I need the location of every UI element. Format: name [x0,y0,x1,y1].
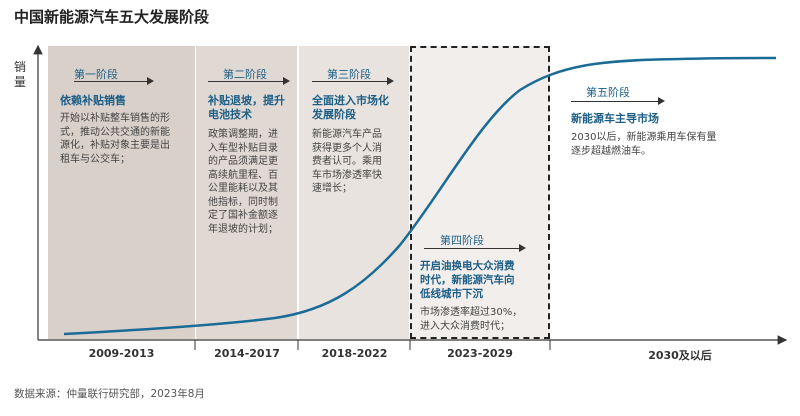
stage-1-description-line: 源化，补贴对象主要是出 [60,140,170,151]
stage-3-description-line: 车市场渗透率快 [312,169,382,181]
stage-3-arrow [312,77,394,85]
stage-1-heading-line: 依赖补贴销售 [60,94,126,107]
stage-1-description-line: 式，推动公共交通的新能 [60,126,170,138]
stage-2-band [196,46,297,339]
stage-5-label: 第五阶段 [586,86,630,99]
stage-1-description-line: 租车与公交车； [60,153,130,165]
stage-1-description: 开始以补贴整车销售的形 式，推动公共交通的新能 源化，补贴对象主要是出 租车与公… [60,112,194,166]
page-title: 中国新能源汽车五大发展阶段 [14,8,210,26]
period-label-1: 2009-2013 [88,347,155,360]
stage-1-band [48,46,195,339]
period-label-3: 2018-2022 [321,347,388,360]
stage-5-description-line: 2030以后，新能源乘用车保有量 [571,132,717,143]
stage-2-description-line: 定了国补金额逐 [208,210,278,221]
stage-3-description-line: 新能源汽车产品 [312,129,382,140]
stage-4-heading-line: 低线城市下沉 [420,288,483,300]
period-label-2: 2014-2017 [214,347,280,360]
stage-5-description-line: 逐步超越燃油车。 [571,145,651,157]
stage-3-heading-line: 全面进入市场化 [312,94,389,107]
stage-2-description-line: 年退坡的计划； [208,223,278,235]
period-label-4: 2023-2029 [447,347,513,360]
stage-2-description-line: 公里能耗以及其 [208,183,278,194]
stage-2-description-line: 的产品须满足更 [208,156,278,167]
stage-5-arrow [571,97,665,105]
stage-3-heading-line: 发展阶段 [312,108,356,121]
stage-2-description-line: 政策调整期，进 [208,129,278,140]
growth-curve [63,56,777,336]
stage-4-band-dashed [410,46,550,339]
stage-4-description-line: 市场渗透率超过30%， [420,307,523,318]
stage-2-description-line: 高续航里程、百 [208,169,278,181]
stage-2-description-line: 他指标，同时制 [208,196,278,208]
stage-4-arrow [424,244,526,252]
y-axis-label: 销量 [14,60,27,89]
stage-2-heading: 补贴退坡，提升 电池技术 [208,94,285,122]
stage-2-arrow [208,77,290,85]
stage-1-heading: 依赖补贴销售 [60,94,126,108]
stage-3-description-line: 获得更多个人消 [312,142,382,154]
stage-2-heading-line: 电池技术 [208,108,252,121]
stage-3-description: 新能源汽车产品 获得更多个人消 费者认可。乘用 车市场渗透率快 速增长； [312,128,408,196]
stage-1-label: 第一阶段 [74,68,118,81]
stage-3-band [299,46,409,339]
stage-2-description: 政策调整期，进 入车型补贴目录 的产品须满足更 高续航里程、百 公里能耗以及其 … [208,128,296,236]
stage-5-heading: 新能源车主导市场 [571,112,659,126]
stage-4-label: 第四阶段 [440,234,484,247]
stage-5-heading-line: 新能源车主导市场 [571,112,659,125]
stage-2-description-line: 入车型补贴目录 [208,142,278,154]
stage-3-description-line: 费者认可。乘用 [312,156,382,167]
stage-4-description: 市场渗透率超过30%， 进入大众消费时代； [420,306,548,333]
stage-4-heading-line: 时代，新能源汽车向 [420,274,515,286]
stage-5-description: 2030以后，新能源乘用车保有量 逐步超越燃油车。 [571,131,771,158]
stage-4-heading: 开启油换电大众消费 时代，新能源汽车向 低线城市下沉 [420,259,515,301]
stage-3-description-line: 速增长； [312,183,352,194]
stage-3-heading: 全面进入市场化 发展阶段 [312,94,389,122]
period-label-5: 2030及以后 [648,349,712,362]
stage-1-description-line: 开始以补贴整车销售的形 [60,113,170,124]
stage-2-heading-line: 补贴退坡，提升 [208,94,285,107]
source-note: 数据来源：仲量联行研究部，2023年8月 [14,388,205,400]
stage-3-label: 第三阶段 [327,68,371,81]
stage-1-arrow [74,77,154,85]
stage-2-label: 第二阶段 [223,68,267,81]
stage-4-heading-line: 开启油换电大众消费 [420,260,515,272]
stage-4-description-line: 进入大众消费时代； [420,320,510,332]
